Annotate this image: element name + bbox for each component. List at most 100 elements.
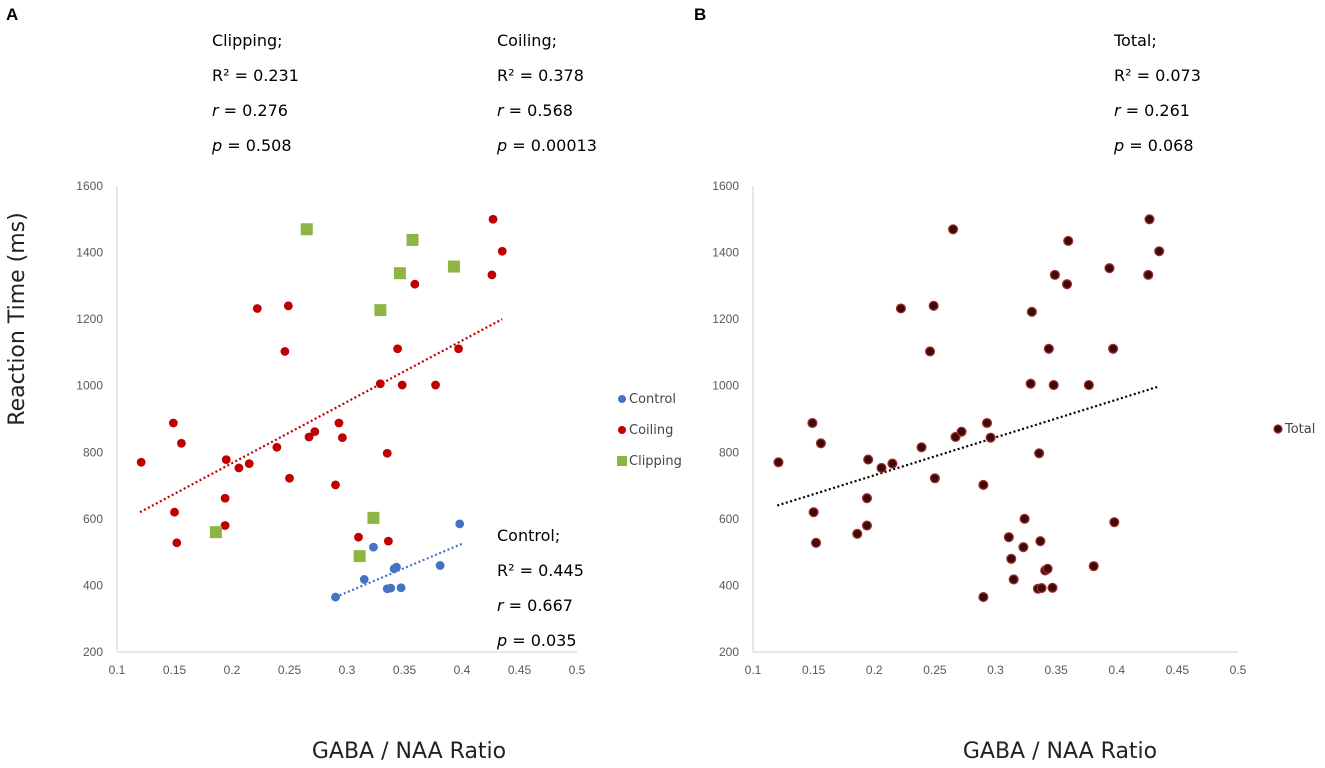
chart-b-y-tick-label: 1400 [712,246,739,260]
chart-a-control-point [331,592,340,602]
chart-b-total-point [1061,279,1073,290]
r-symbol: r [212,101,220,120]
chart-a-coiling-point [220,493,230,503]
chart-b-total-point [1049,269,1060,280]
chart-a-control-point [369,542,378,552]
chart-b-total-point [807,417,818,429]
chart-a-x-tick-label: 0.15 [163,663,187,677]
clipping-stats-r2: R² = 0.231 [212,66,299,85]
chart-b-x-tick-label: 0.3 [987,663,1004,677]
chart-a-control-point [455,519,465,529]
r-symbol: r [497,596,505,615]
chart-a-coiling-point [283,301,293,311]
chart-b-total-point [1108,343,1119,354]
chart-a-coiling-point [304,432,314,442]
chart-b-total-point [1019,513,1030,524]
chart-b-x-axis-label: GABA / NAA Ratio [963,739,1157,764]
chart-a-clipping-point [374,304,387,317]
total-stats-r: r = 0.261 [1114,101,1190,120]
chart-a-coiling-point [334,418,344,428]
chart-a-clipping-point [209,526,222,539]
chart-a-clipping-point [300,223,313,236]
total-stats-p: p = 0.068 [1113,136,1194,155]
p-symbol: p [496,631,507,650]
chart-a-coiling-point [272,442,282,452]
chart-a-clipping-point [393,267,406,280]
total-stats-title: Total; [1113,31,1157,50]
chart-b-total-point [1008,574,1019,585]
chart-b-y-tick-label: 1000 [712,379,739,393]
chart-a-coiling-point [172,538,182,548]
chart-b-y-tick-label: 1600 [712,179,739,193]
chart-b-total-point [1047,582,1058,593]
chart-b-total-point [1006,553,1017,564]
chart-a-coiling-point [234,463,244,473]
chart-a-coiling-point [397,380,407,390]
chart-a-y-tick-label: 1200 [76,312,103,326]
panel-b-letter: B [694,5,706,24]
chart-a-coiling-point [375,379,385,389]
chart-b-total-point [773,457,784,468]
total-stats-r2: R² = 0.073 [1114,66,1201,85]
chart-a-clipping-point [367,511,380,524]
r-symbol: r [497,101,505,120]
chart-a-coiling-point [221,455,231,465]
chart-b-x-tick-label: 0.4 [1108,663,1125,677]
clipping-stats: Clipping; R² = 0.231 r = 0.276 p = 0.508 [211,31,299,155]
chart-b-total-point [887,458,898,469]
r-value: = 0.568 [504,101,573,120]
chart-b-total-point [1003,532,1014,543]
chart-b-total-trendline [776,385,1160,507]
chart-b-total-point [808,507,819,518]
chart-a-legend-control-label: Control [629,392,676,407]
chart-a-coiling-trendline [139,318,503,514]
chart-a-coiling-point [338,433,347,443]
coiling-stats-r2: R² = 0.378 [497,66,584,85]
chart-b-total-point [1083,379,1094,391]
chart-b-total-point [815,438,826,449]
chart-b-total-point [810,537,822,548]
chart-a-coiling-point [410,279,420,289]
chart-a-coiling-point [244,459,254,469]
chart-b-total-point [956,426,967,437]
chart-a-control-point [386,583,396,593]
chart-b-total-point [916,442,927,453]
coiling-stats-r: r = 0.568 [497,101,573,120]
chart-b-y-tick-label: 400 [719,578,739,592]
chart-a-control-point [359,575,369,584]
chart-b-total-point [985,432,996,443]
chart-b-legend-total-marker [1273,424,1283,434]
chart-a-coiling-point [393,344,402,354]
coiling-stats-title: Coiling; [497,31,557,50]
chart-b-total-point [1035,536,1046,547]
chart-b-total-point [924,346,936,357]
clipping-stats-p: p = 0.508 [211,136,292,155]
chart-a-x-tick-label: 0.25 [278,663,302,677]
p-value: = 0.035 [507,631,576,650]
chart-a-legend-clipping-marker [617,456,627,466]
chart-b-total-point [1088,561,1099,572]
r-value: = 0.276 [219,101,288,120]
chart-b-x-tick-label: 0.5 [1230,663,1247,677]
chart-b-total-point [861,493,873,504]
chart-a-coiling-point [177,438,186,448]
chart-a-coiling-point [384,536,393,546]
chart-b-total-point [1018,542,1029,553]
chart-b-total-point [1104,263,1115,274]
chart-a-clipping-point [406,233,419,246]
chart-a-coiling-point [220,521,230,530]
chart-b-total-point [1109,517,1120,528]
chart-a-legend-coiling-marker [618,426,626,434]
chart-a-coiling-point [488,214,498,224]
chart-b-total-point [1048,379,1059,391]
chart-a-y-tick-label: 1600 [76,179,103,193]
chart-a-x-tick-label: 0.45 [508,663,532,677]
chart-b-total-point [978,479,989,490]
chart-b-total-point [863,454,874,465]
chart-b-x-tick-label: 0.2 [866,663,883,677]
chart-a-x-tick-label: 0.4 [454,663,471,677]
chart-b-plot: 200 400 600 800 1000 1200 1400 1600 0.1 0.15 0.2 0.… [712,179,1315,764]
chart-b-y-tick-label: 800 [719,445,739,459]
chart-a-legend-control-marker [618,395,626,403]
chart-b-y-tick-label: 1200 [712,312,739,326]
